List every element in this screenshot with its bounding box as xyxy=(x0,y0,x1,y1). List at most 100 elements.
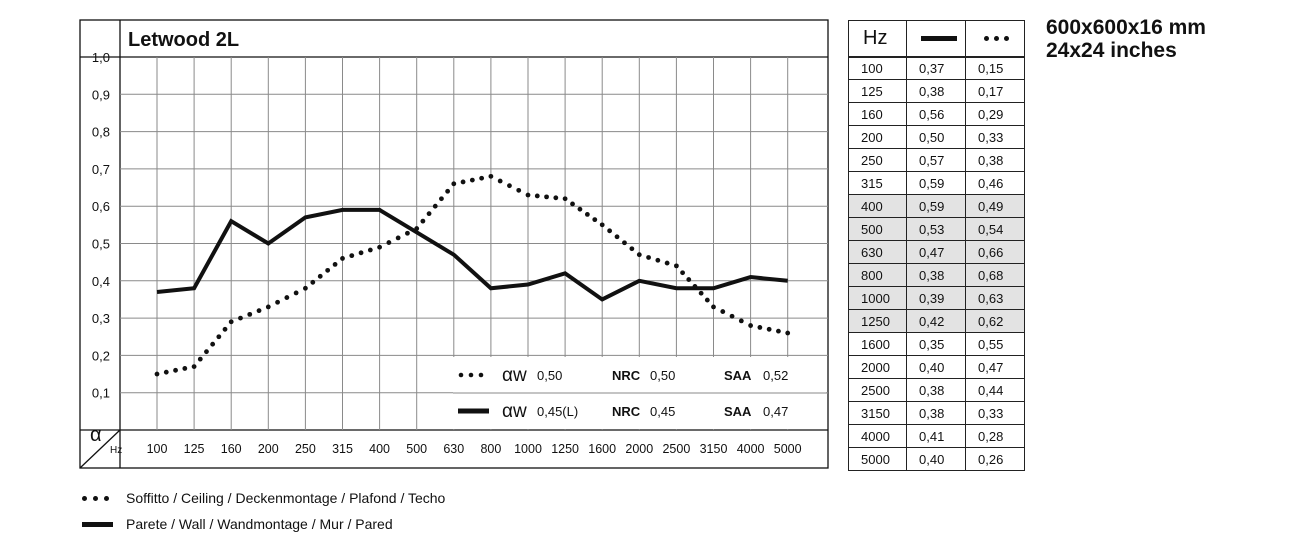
legend: Soffitto / Ceiling / Deckenmontage / Pla… xyxy=(82,485,445,537)
ceiling-data-dot xyxy=(592,217,598,223)
ceiling-data-dot xyxy=(570,201,575,207)
ceiling-data-dot xyxy=(629,246,635,252)
ceiling-data-dot xyxy=(614,234,620,240)
table-header-row: Hz xyxy=(848,20,1025,58)
x-tick-label: 100 xyxy=(147,442,168,456)
table-row: 5000 0,40 0,26 xyxy=(848,447,1025,471)
table-cell-wall: 0,59 xyxy=(906,171,966,195)
table-row: 160 0,56 0,29 xyxy=(848,102,1025,126)
series xyxy=(154,173,791,377)
table-cell-hz: 4000 xyxy=(848,424,907,448)
ceiling-data-dot xyxy=(577,206,583,212)
ceiling-data-dot xyxy=(636,252,642,258)
ceiling-data-dot xyxy=(776,328,781,334)
dimensions-metric: 600x600x16 mm xyxy=(1046,16,1206,39)
x-tick-label: 630 xyxy=(443,442,464,456)
x-tick-label: 4000 xyxy=(737,442,765,456)
ceiling-data-dot xyxy=(748,323,753,328)
x-tick-label: 125 xyxy=(184,442,205,456)
ceiling-data-dot xyxy=(692,283,698,289)
ceiling-data-dot xyxy=(664,260,670,266)
rating-nrc-label: NRC xyxy=(612,368,641,383)
panel-dimensions: 600x600x16 mm 24x24 inches xyxy=(1046,16,1206,62)
series-wall-line xyxy=(156,207,788,302)
ceiling-data-dot xyxy=(460,179,466,185)
table-cell-hz: 200 xyxy=(848,125,907,149)
legend-label-ceiling: Soffitto / Ceiling / Deckenmontage / Pla… xyxy=(126,490,446,506)
ceiling-data-dot xyxy=(686,277,692,282)
table-row: 4000 0,41 0,28 xyxy=(848,424,1025,448)
table-cell-ceiling: 0,38 xyxy=(965,148,1025,172)
dotted-line-icon xyxy=(984,35,1024,41)
x-tick-label: 3150 xyxy=(700,442,728,456)
solid-line-icon xyxy=(921,35,957,41)
table-cell-ceiling: 0,33 xyxy=(965,401,1025,425)
y-axis-label: α xyxy=(90,424,102,446)
y-tick-label: 0,4 xyxy=(92,274,110,289)
table-cell-wall: 0,38 xyxy=(906,401,966,425)
ceiling-data-dot xyxy=(507,183,512,189)
table-cell-ceiling: 0,66 xyxy=(965,240,1025,264)
ceiling-data-dot xyxy=(704,297,710,303)
ceiling-data-dot xyxy=(367,247,373,253)
table-cell-wall: 0,40 xyxy=(906,355,966,379)
table-row: 2000 0,40 0,47 xyxy=(848,355,1025,379)
ceiling-data-dot xyxy=(325,267,331,273)
y-tick-label: 0,9 xyxy=(92,87,110,102)
table-cell-wall: 0,38 xyxy=(906,378,966,402)
table-cell-ceiling: 0,17 xyxy=(965,79,1025,103)
y-tick-label: 0,7 xyxy=(92,162,110,177)
x-tick-label: 800 xyxy=(480,442,501,456)
table-cell-wall: 0,47 xyxy=(906,240,966,264)
table-row: 100 0,37 0,15 xyxy=(848,56,1025,80)
table-row: 400 0,59 0,49 xyxy=(848,194,1025,218)
table-cell-hz: 1600 xyxy=(848,332,907,356)
rating-aw-label: αw xyxy=(502,401,527,422)
x-tick-label: 250 xyxy=(295,442,316,456)
table-cell-hz: 400 xyxy=(848,194,907,218)
ceiling-data-dot xyxy=(310,279,316,285)
ceiling-data-dot xyxy=(163,369,169,375)
ceiling-data-dot xyxy=(479,175,485,181)
x-tick-label: 160 xyxy=(221,442,242,456)
table-cell-wall: 0,38 xyxy=(906,263,966,287)
ceiling-data-dot xyxy=(584,212,590,217)
table-cell-hz: 3150 xyxy=(848,401,907,425)
table-cell-wall: 0,39 xyxy=(906,286,966,310)
table-cell-wall: 0,57 xyxy=(906,148,966,172)
table-header-dotted xyxy=(965,20,1025,58)
ceiling-data-dot xyxy=(720,309,726,314)
ceiling-data-dot xyxy=(216,334,222,340)
table-cell-hz: 125 xyxy=(848,79,907,103)
legend-label-wall: Parete / Wall / Wandmontage / Mur / Pare… xyxy=(126,516,393,532)
ceiling-data-dot xyxy=(655,257,661,263)
table-row: 3150 0,38 0,33 xyxy=(848,401,1025,425)
table-cell-ceiling: 0,28 xyxy=(965,424,1025,448)
ceiling-data-dot xyxy=(284,295,290,300)
ceiling-data-dot xyxy=(238,315,243,321)
table-cell-ceiling: 0,49 xyxy=(965,194,1025,218)
x-tick-label: 1000 xyxy=(514,442,542,456)
table-row: 315 0,59 0,46 xyxy=(848,171,1025,195)
y-tick-label: 1,0 xyxy=(92,50,110,65)
table-cell-ceiling: 0,62 xyxy=(965,309,1025,333)
table-row: 800 0,38 0,68 xyxy=(848,263,1025,287)
table-cell-hz: 800 xyxy=(848,263,907,287)
table-header-hz: Hz xyxy=(848,20,907,58)
table-row: 1600 0,35 0,55 xyxy=(848,332,1025,356)
ceiling-data-dot xyxy=(173,367,178,373)
ceiling-data-dot xyxy=(544,194,549,200)
table-row: 250 0,57 0,38 xyxy=(848,148,1025,172)
table-cell-hz: 1000 xyxy=(848,286,907,310)
ceiling-data-dot xyxy=(553,195,559,201)
ceiling-data-dot xyxy=(317,273,323,279)
ceiling-data-dot xyxy=(332,261,338,267)
ceiling-data-dot xyxy=(228,319,234,325)
table-cell-ceiling: 0,46 xyxy=(965,171,1025,195)
ceiling-data-dot xyxy=(256,308,262,314)
table-cell-hz: 160 xyxy=(848,102,907,126)
table-cell-hz: 2000 xyxy=(848,355,907,379)
rating-aw-label: αw xyxy=(502,365,527,386)
x-axis-label: Hz xyxy=(110,445,122,456)
ceiling-data-dot xyxy=(469,177,475,183)
